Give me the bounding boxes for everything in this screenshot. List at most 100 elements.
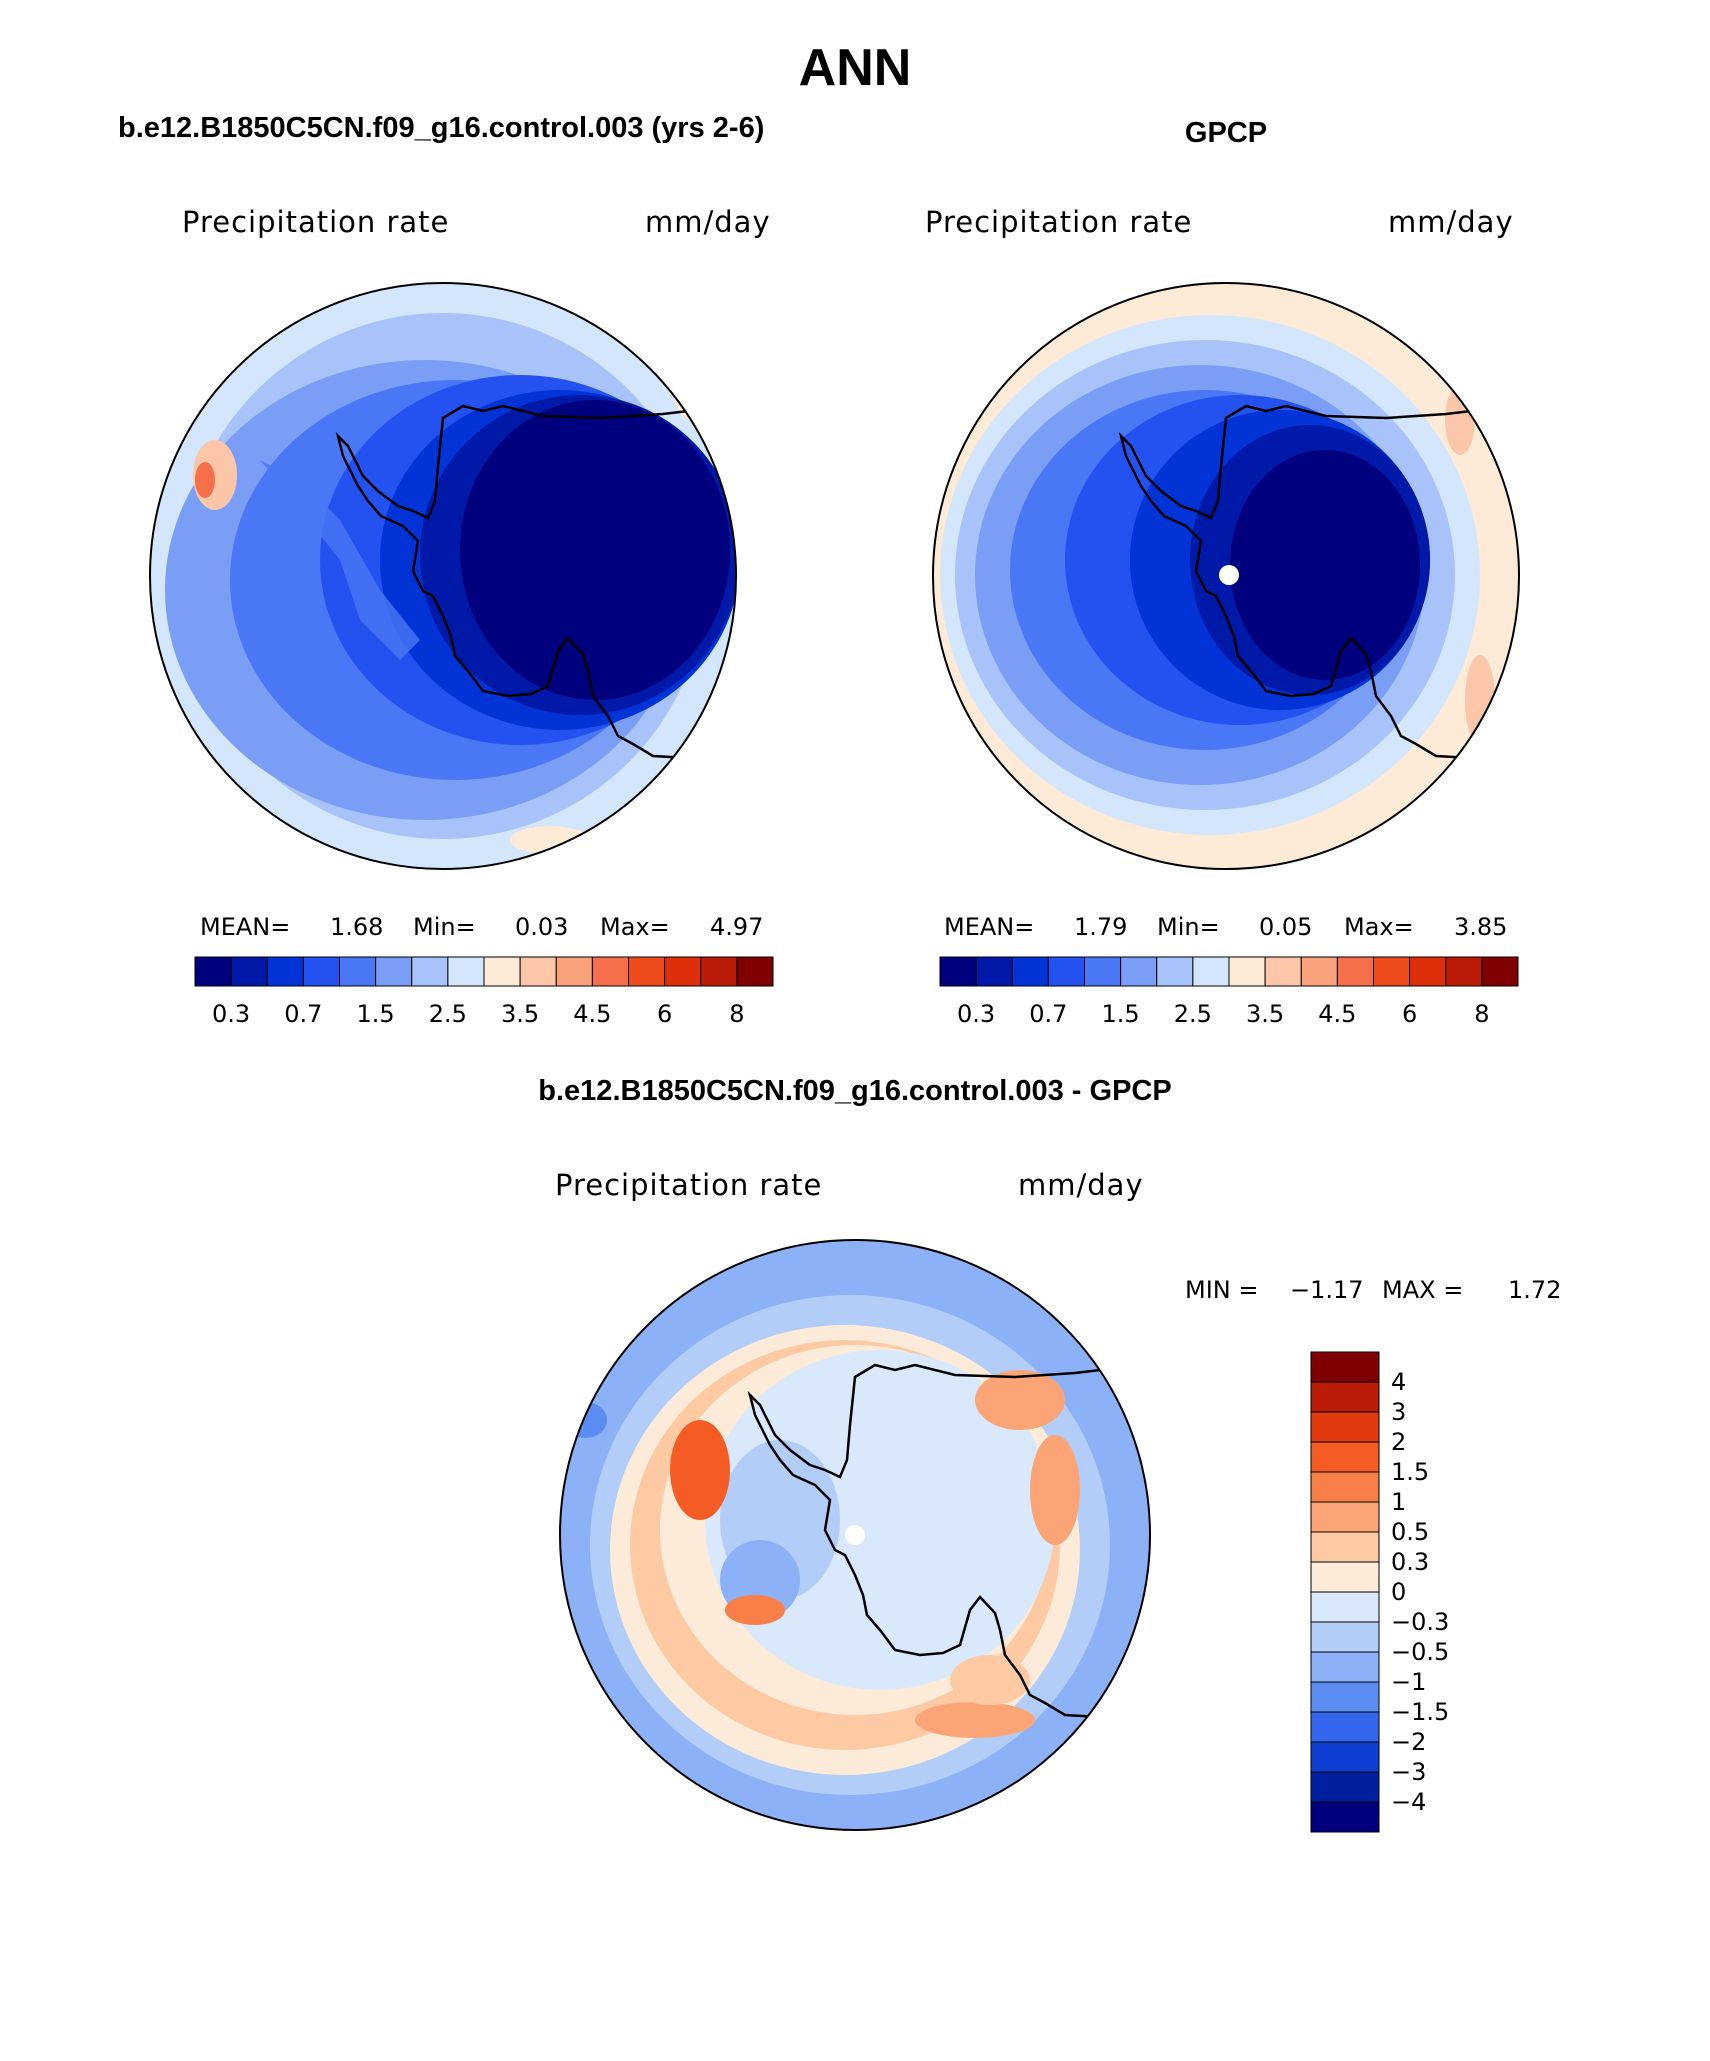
panel1-colorbar: 0.3 0.7 1.5 2.5 3.5 4.5 6 8 [194,956,774,1028]
panel1-left-label: Precipitation rate [182,205,449,239]
diff-min-label: MIN = [1185,1276,1258,1304]
panel1-colorbar-tick-label: 8 [729,1000,744,1028]
panel1-colorbar-swatch [447,956,485,987]
diff-colorbar-swatch [1310,1711,1380,1743]
panel2-right-label: mm/day [1388,205,1514,239]
diff-colorbar-swatch [1310,1411,1380,1443]
panel2-colorbar-swatch [939,956,977,987]
panel2-colorbar-swatch [1011,956,1049,987]
panel1-map [150,283,736,869]
panel1-max-label: Max= [600,913,670,941]
panel1-colorbar-swatch [230,956,268,987]
panel1-colorbar-tick-label: 4.5 [573,1000,611,1028]
diff-title: b.e12.B1850C5CN.f09_g16.control.003 - GP… [538,1075,1171,1107]
panel2-colorbar-swatch [1264,956,1302,987]
diff-colorbar-swatch [1310,1651,1380,1683]
panel2-max-value: 3.85 [1454,913,1507,941]
diff-right-label: mm/day [1018,1168,1144,1202]
panel2-colorbar-swatch [1228,956,1266,987]
panel2-mean-label: MEAN= [944,913,1034,941]
diff-colorbar-swatch [1310,1351,1380,1383]
panel1-colorbar-swatch [266,956,304,987]
figure-title: ANN [799,39,912,97]
panel2-colorbar-swatch [1445,956,1483,987]
diff-colorbar-swatch [1310,1501,1380,1533]
panel2-colorbar-swatch [1300,956,1338,987]
panel2-colorbar-swatch [975,956,1013,987]
panel1-colorbar-tick-label: 6 [657,1000,672,1028]
diff-map-border [559,1239,1151,1831]
panel2-map [933,283,1519,869]
panel2-colorbar-tick-label: 1.5 [1102,1000,1140,1028]
panel1-colorbar-swatch [375,956,413,987]
panel2-colorbar-tick-label: 2.5 [1174,1000,1212,1028]
diff-colorbar-tick-label: 1.5 [1391,1458,1429,1486]
diff-colorbar-swatch [1310,1531,1380,1563]
panel2-min-label: Min= [1157,913,1220,941]
panel1-colorbar-swatch [591,956,629,987]
panel2-colorbar-swatch [1156,956,1194,987]
diff-colorbar-tick-label: −2 [1391,1728,1426,1756]
panel1-colorbar-swatch [700,956,738,987]
diff-colorbar-tick-label: −3 [1391,1758,1426,1786]
panel1-colorbar-swatch [194,956,232,987]
panel1-colorbar-swatch [483,956,521,987]
panel2-map-border [932,282,1520,870]
panel2-colorbar-swatch [1481,956,1519,987]
diff-colorbar-swatch [1310,1741,1380,1773]
panel2-colorbar-tick-label: 8 [1474,1000,1489,1028]
diff-colorbar-tick-label: 1 [1391,1488,1406,1516]
diff-map [560,1240,1150,1830]
panel1-min-label: Min= [413,913,476,941]
panel2-left-label: Precipitation rate [925,205,1192,239]
diff-colorbar-tick-label: −1 [1391,1668,1426,1696]
diff-colorbar-tick-label: −1.5 [1391,1698,1449,1726]
diff-colorbar-tick-label: −0.5 [1391,1638,1449,1666]
panel1-colorbar-tick-label: 3.5 [501,1000,539,1028]
panel2-title: GPCP [1185,117,1267,149]
diff-colorbar-tick-label: 0 [1391,1578,1406,1606]
diff-colorbar-swatch [1310,1591,1380,1623]
panel2-colorbar-tick-label: 0.7 [1029,1000,1067,1028]
panel2-colorbar-tick-label: 4.5 [1318,1000,1356,1028]
panel1-map-border [149,282,737,870]
panel1-right-label: mm/day [645,205,771,239]
panel1-colorbar-swatch [519,956,557,987]
panel1-colorbar-swatch [736,956,774,987]
panel2-colorbar-swatch [1336,956,1374,987]
panel1-colorbar-swatch [302,956,340,987]
diff-colorbar-tick-label: 0.3 [1391,1548,1429,1576]
panel2-colorbar-tick-label: 3.5 [1246,1000,1284,1028]
panel2-colorbar-tick-label: 6 [1402,1000,1417,1028]
diff-colorbar-swatch [1310,1771,1380,1803]
panel2-colorbar-swatch [1373,956,1411,987]
diff-colorbar-swatch [1310,1561,1380,1593]
diff-colorbar-swatch [1310,1381,1380,1413]
panel2-colorbar: 0.3 0.7 1.5 2.5 3.5 4.5 6 8 [939,956,1519,1028]
panel1-colorbar-tick-label: 2.5 [429,1000,467,1028]
diff-colorbar-tick-label: −4 [1391,1788,1426,1816]
diff-colorbar-tick-label: 4 [1391,1368,1406,1396]
diff-left-label: Precipitation rate [555,1168,822,1202]
panel1-mean-label: MEAN= [200,913,290,941]
panel1-colorbar-tick-label: 1.5 [357,1000,395,1028]
panel1-max-value: 4.97 [710,913,763,941]
panel2-stats: MEAN= 1.79 Min= 0.05 Max= 3.85 [944,913,1507,941]
diff-min-value: −1.17 [1290,1276,1364,1304]
diff-colorbar-swatch [1310,1801,1380,1833]
panel2-colorbar-tick-label: 0.3 [957,1000,995,1028]
panel1-colorbar-swatch [411,956,449,987]
diff-colorbar-swatch [1310,1471,1380,1503]
diff-colorbar-tick-label: 2 [1391,1428,1406,1456]
diff-max-label: MAX = [1382,1276,1463,1304]
panel1-colorbar-tick-label: 0.3 [212,1000,250,1028]
panel1-stats: MEAN= 1.68 Min= 0.03 Max= 4.97 [200,913,763,941]
panel1-min-value: 0.03 [515,913,568,941]
panel2-min-value: 0.05 [1259,913,1312,941]
panel1-title: b.e12.B1850C5CN.f09_g16.control.003 (yrs… [118,112,764,144]
panel1-colorbar-swatch [339,956,377,987]
diff-colorbar-swatch [1310,1441,1380,1473]
diff-colorbar-swatch [1310,1681,1380,1713]
